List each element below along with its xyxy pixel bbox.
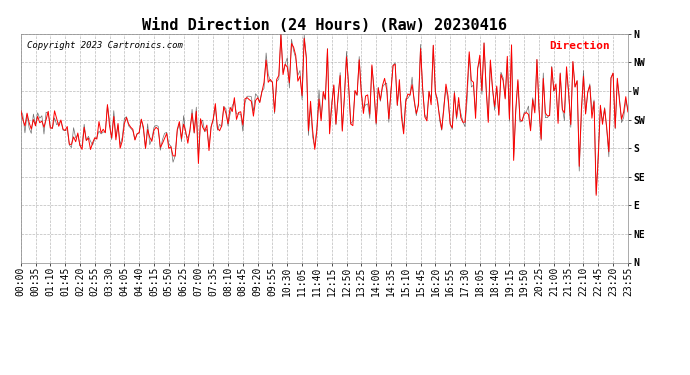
Text: Copyright 2023 Cartronics.com: Copyright 2023 Cartronics.com bbox=[27, 40, 183, 50]
Title: Wind Direction (24 Hours) (Raw) 20230416: Wind Direction (24 Hours) (Raw) 20230416 bbox=[142, 18, 506, 33]
Text: Direction: Direction bbox=[549, 40, 610, 51]
